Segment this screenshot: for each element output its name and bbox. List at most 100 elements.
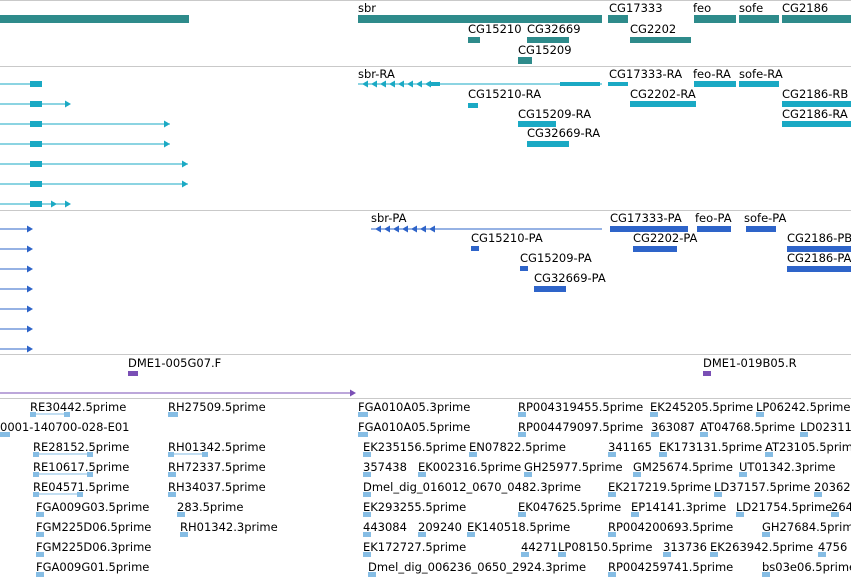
gene-glyph[interactable] — [739, 15, 779, 23]
protein-label[interactable]: CG17333-PA — [610, 211, 682, 225]
transcript-arrow[interactable] — [407, 80, 413, 88]
transcript-exon[interactable] — [30, 101, 42, 107]
est-glyph[interactable] — [363, 532, 371, 537]
gene-glyph[interactable] — [630, 37, 691, 43]
est-glyph[interactable] — [168, 472, 176, 477]
transcript-arrow[interactable] — [362, 80, 368, 88]
est-label[interactable]: RH34037.5prime — [168, 480, 266, 494]
transcript-exon[interactable] — [782, 121, 851, 127]
est-label[interactable]: RH01342.5prime — [168, 440, 266, 454]
est-glyph[interactable] — [363, 452, 371, 457]
est-label[interactable]: FGA009G01.5prime — [36, 560, 150, 574]
est-glyph[interactable] — [177, 512, 185, 517]
transcript-arrow[interactable] — [389, 80, 395, 88]
est-label[interactable]: EN07822.5prime — [469, 440, 566, 454]
est-glyph[interactable] — [180, 532, 188, 537]
est-label[interactable]: EK002316.5prime — [418, 460, 522, 474]
protein-exon[interactable] — [520, 266, 528, 271]
est-label[interactable]: EP14141.3prime — [631, 500, 727, 514]
est-glyph[interactable] — [64, 412, 70, 417]
gene-label[interactable]: sbr — [358, 1, 377, 15]
transcript-label[interactable]: CG2186-RB — [782, 87, 849, 101]
est-label[interactable]: LD02311 — [800, 420, 851, 434]
est-glyph[interactable] — [814, 492, 822, 497]
gene-glyph[interactable] — [694, 15, 736, 23]
gene-glyph[interactable] — [358, 15, 602, 23]
est-glyph[interactable] — [33, 492, 39, 497]
est-label[interactable]: RP004259741.5prime — [608, 560, 734, 574]
est-glyph[interactable] — [358, 412, 368, 417]
est-glyph[interactable] — [633, 472, 641, 477]
est-label[interactable]: GM25674.5prime — [633, 460, 733, 474]
transcript-arrow[interactable] — [425, 80, 431, 88]
gene-label[interactable]: CG17333 — [609, 1, 663, 15]
est-label[interactable]: RE30442.5prime — [30, 400, 127, 414]
transcript-arrow[interactable] — [164, 120, 170, 128]
est-glyph[interactable] — [663, 552, 671, 557]
est-glyph[interactable] — [33, 452, 39, 457]
protein-arrow[interactable] — [27, 345, 33, 353]
est-glyph[interactable] — [608, 532, 616, 537]
est-label[interactable]: EK235156.5prime — [363, 440, 467, 454]
est-glyph[interactable] — [524, 472, 532, 477]
transcript-arrow[interactable] — [65, 100, 71, 108]
est-label[interactable]: EK047625.5prime — [518, 500, 622, 514]
transcript-label[interactable]: sbr-RA — [358, 67, 395, 81]
est-label[interactable]: bs03e06.5prime — [762, 560, 851, 574]
est-label[interactable]: RP004319455.5prime — [518, 400, 644, 414]
est-label[interactable]: 443084 — [363, 520, 407, 534]
transcript-label[interactable]: CG17333-RA — [609, 67, 683, 81]
est-label[interactable]: 313736 — [663, 540, 707, 554]
est-glyph[interactable] — [0, 432, 10, 437]
est-glyph[interactable] — [87, 472, 93, 477]
est-label[interactable]: 341165 — [608, 440, 652, 454]
transcript-exon[interactable] — [694, 81, 736, 87]
est-label[interactable]: RE10617.5prime — [33, 460, 130, 474]
transcript-exon[interactable] — [468, 103, 478, 108]
est-glyph[interactable] — [202, 452, 208, 457]
est-label[interactable]: EK245205.5prime — [650, 400, 754, 414]
protein-arrow[interactable] — [27, 245, 33, 253]
gene-glyph[interactable] — [468, 37, 480, 43]
transcript-arrow[interactable] — [398, 80, 404, 88]
protein-arrow[interactable] — [27, 225, 33, 233]
gene-glyph[interactable] — [527, 37, 569, 43]
est-label[interactable]: EK293255.5prime — [363, 500, 467, 514]
est-label[interactable]: 357438 — [363, 460, 407, 474]
transcript-label[interactable]: CG15209-RA — [518, 107, 592, 121]
protein-exon[interactable] — [697, 226, 731, 232]
est-glyph[interactable] — [467, 532, 475, 537]
protein-arrow[interactable] — [27, 285, 33, 293]
est-glyph[interactable] — [363, 472, 371, 477]
transcript-arrow[interactable] — [380, 80, 386, 88]
est-glyph[interactable] — [608, 572, 616, 577]
transcript-arrow[interactable] — [182, 180, 188, 188]
est-label[interactable]: RP004479097.5prime — [518, 420, 644, 434]
est-label[interactable]: AT23105.5prime — [765, 440, 851, 454]
protein-label[interactable]: CG15210-PA — [471, 231, 543, 245]
est-glyph[interactable] — [762, 572, 770, 577]
est-glyph[interactable] — [714, 492, 722, 497]
transcript-label[interactable]: CG15210-RA — [468, 87, 542, 101]
protein-arrow[interactable] — [420, 225, 426, 233]
est-glyph[interactable] — [36, 552, 44, 557]
protein-label[interactable]: CG32669-PA — [534, 271, 606, 285]
est-label[interactable]: EK173131.5prime — [659, 440, 763, 454]
est-label[interactable]: FGA009G03.5prime — [36, 500, 150, 514]
est-label[interactable]: RP004200693.5prime — [608, 520, 734, 534]
gene-glyph[interactable] — [0, 15, 189, 23]
est-glyph[interactable] — [36, 532, 44, 537]
protein-exon[interactable] — [610, 226, 688, 232]
est-label[interactable]: FGA010A05.5prime — [358, 420, 471, 434]
est-glyph[interactable] — [168, 452, 174, 457]
protein-exon[interactable] — [787, 266, 851, 272]
gene-label[interactable]: sofe — [739, 1, 764, 15]
protein-label[interactable]: CG2186-PA — [787, 251, 851, 265]
est-label[interactable]: EK217219.5prime — [608, 480, 712, 494]
transcript-arrow[interactable] — [182, 160, 188, 168]
transcript-arrow[interactable] — [164, 140, 170, 148]
est-glyph[interactable] — [518, 512, 526, 517]
est-label[interactable]: 264 — [831, 500, 851, 514]
est-label[interactable]: EK172727.5prime — [363, 540, 467, 554]
primer-arrow[interactable] — [350, 389, 356, 397]
